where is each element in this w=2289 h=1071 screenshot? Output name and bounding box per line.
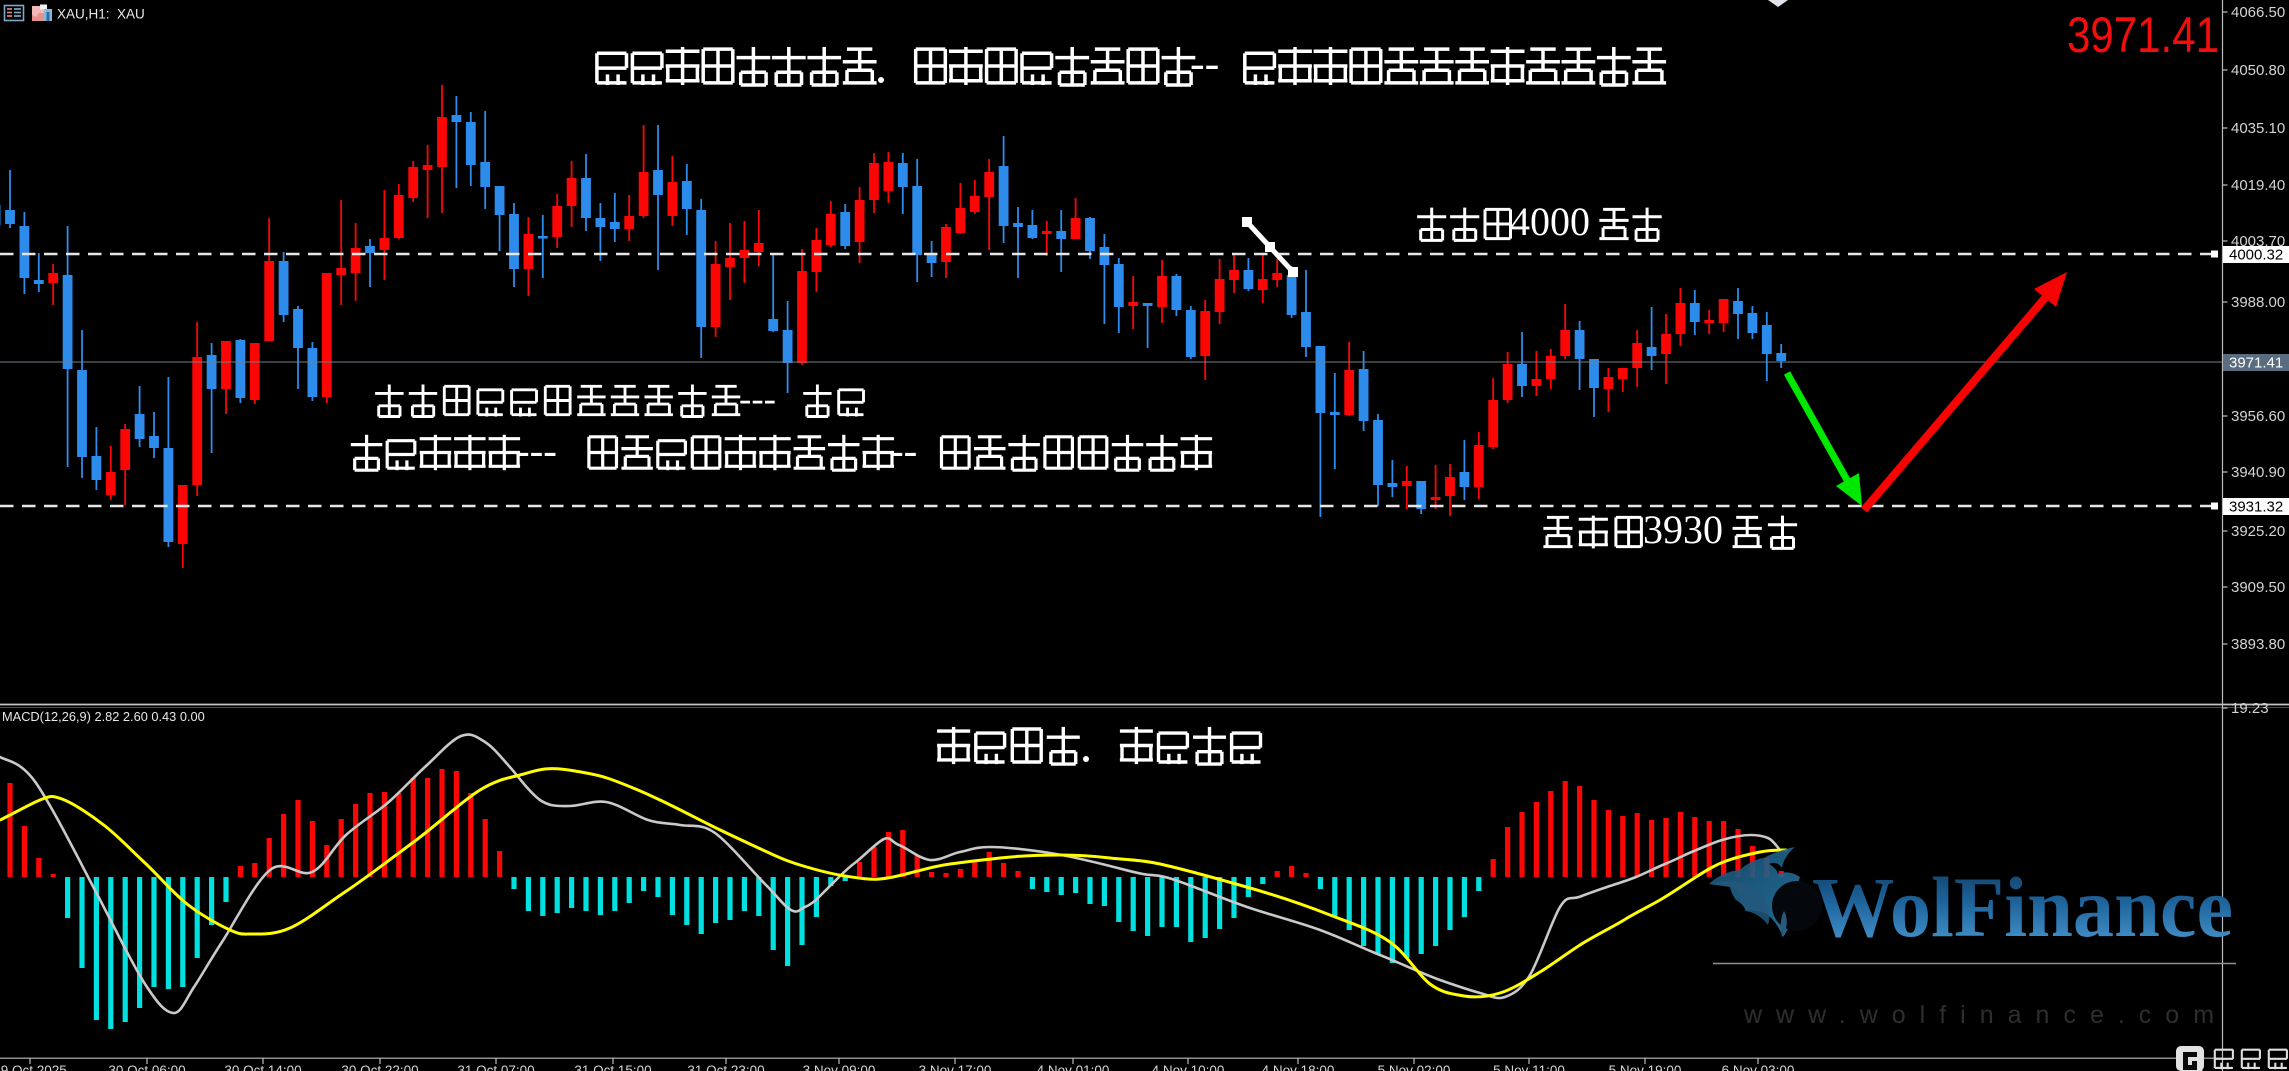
svg-text:5 Nov 02:00: 5 Nov 02:00 — [1378, 1063, 1451, 1071]
svg-text:30 Oct 22:00: 30 Oct 22:00 — [341, 1063, 418, 1071]
svg-text:5 Nov 19:00: 5 Nov 19:00 — [1609, 1063, 1682, 1071]
svg-text:5 Nov 11:00: 5 Nov 11:00 — [1493, 1063, 1565, 1071]
svg-text:19.23: 19.23 — [2231, 700, 2269, 717]
svg-text:30 Oct 14:00: 30 Oct 14:00 — [224, 1063, 301, 1071]
svg-text:3930: 3930 — [1643, 507, 1723, 552]
svg-text:4035.10: 4035.10 — [2231, 120, 2285, 137]
svg-text:--: -- — [890, 427, 917, 473]
svg-text:3971.41: 3971.41 — [2067, 7, 2219, 63]
svg-text:www.wolfinance.com: www.wolfinance.com — [1743, 1001, 2228, 1029]
svg-text:3 Nov 17:00: 3 Nov 17:00 — [919, 1063, 992, 1071]
svg-text:--: -- — [1190, 39, 1219, 88]
svg-text:XAU,H1: XAU: XAU,H1: XAU — [57, 7, 145, 22]
svg-text:3909.50: 3909.50 — [2231, 579, 2285, 596]
svg-text:29 Oct 2025: 29 Oct 2025 — [0, 1063, 67, 1071]
svg-text:3925.20: 3925.20 — [2231, 523, 2285, 540]
svg-text:MACD(12,26,9) 2.82 2.60 0.43 0: MACD(12,26,9) 2.82 2.60 0.43 0.00 — [2, 709, 205, 724]
svg-text:4 Nov 18:00: 4 Nov 18:00 — [1262, 1063, 1335, 1071]
svg-text:4050.80: 4050.80 — [2231, 62, 2285, 79]
svg-text:3956.60: 3956.60 — [2231, 408, 2285, 425]
svg-text:30 Oct 06:00: 30 Oct 06:00 — [108, 1063, 185, 1071]
svg-text:4019.40: 4019.40 — [2231, 177, 2285, 194]
svg-text:31 Oct 23:00: 31 Oct 23:00 — [687, 1063, 764, 1071]
svg-text:6 Nov 03:00: 6 Nov 03:00 — [1722, 1063, 1795, 1071]
svg-text:3971.41: 3971.41 — [2229, 355, 2283, 372]
svg-text:4066.50: 4066.50 — [2231, 4, 2285, 21]
svg-text:---: --- — [516, 427, 557, 473]
svg-text:3940.90: 3940.90 — [2231, 464, 2285, 481]
svg-text:4000: 4000 — [1510, 199, 1590, 244]
svg-text:4 Nov 10:00: 4 Nov 10:00 — [1152, 1063, 1225, 1071]
svg-text:3988.00: 3988.00 — [2231, 294, 2285, 311]
svg-text:31 Oct 07:00: 31 Oct 07:00 — [457, 1063, 534, 1071]
svg-text:---: --- — [739, 379, 776, 420]
svg-text:4000.32: 4000.32 — [2229, 247, 2283, 264]
svg-text:3893.80: 3893.80 — [2231, 636, 2285, 653]
svg-text:3 Nov 09:00: 3 Nov 09:00 — [803, 1063, 876, 1071]
svg-text:WolFinance: WolFinance — [1812, 859, 2233, 955]
svg-text:4003.70: 4003.70 — [2231, 233, 2285, 250]
svg-text:31 Oct 15:00: 31 Oct 15:00 — [574, 1063, 651, 1071]
svg-text:4 Nov 01:00: 4 Nov 01:00 — [1037, 1063, 1110, 1071]
svg-text:3931.32: 3931.32 — [2229, 499, 2283, 516]
